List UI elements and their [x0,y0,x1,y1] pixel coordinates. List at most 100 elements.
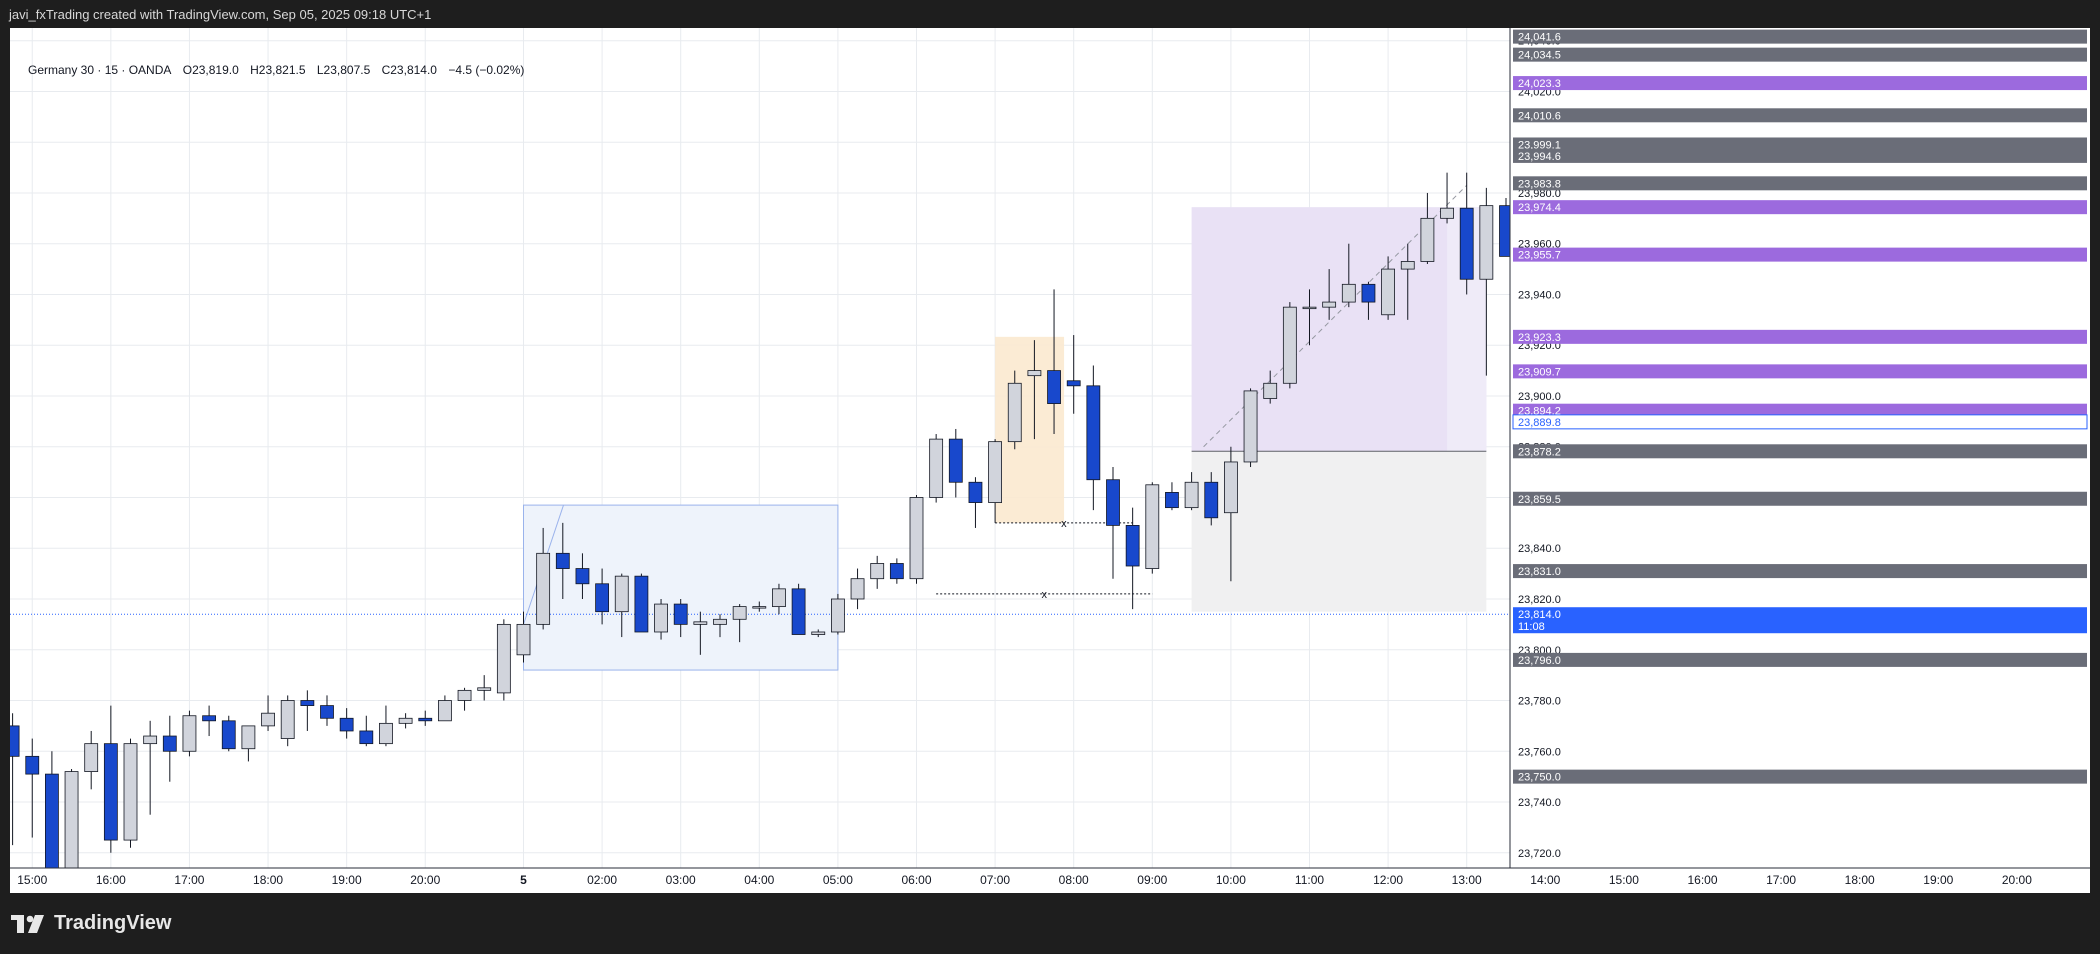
candle-body-up [831,598,845,633]
price-tick-label: 23,980.0 [1518,188,1561,200]
candle [1243,388,1258,468]
candle-body-down [300,700,315,706]
price-tag-bg [1513,29,2087,44]
tradingview-logo[interactable]: TradingView [11,912,171,935]
candle [398,713,413,729]
candle [10,713,20,846]
price-tag-bg [1513,769,2087,784]
candle-body-up [614,575,629,613]
candle [1184,472,1199,511]
candle-body-down [634,575,649,633]
time-tick-label: 20:00 [2002,873,2032,887]
symbol-legend: Germany 30 · 15 · OANDA O23,819.0 H23,82… [28,63,532,77]
consolidation-box [523,504,839,671]
price-tag-label: 23,994.6 [1518,151,1561,163]
candle [221,715,236,752]
target-zone-box [1191,207,1487,452]
price-tag: 23,859.5 [1513,491,2087,506]
candle-body-up [496,623,511,694]
candle-body-up [772,588,786,608]
candle [929,434,944,503]
candle [988,439,1002,523]
candle [1479,187,1494,376]
price-tag-bg [1513,108,2087,123]
time-tick-label: 08:00 [1059,873,1089,887]
candle-body-up [850,578,865,600]
price-tick-label: 23,780.0 [1518,696,1561,708]
candle [1066,335,1081,414]
candle-body-down [791,588,806,635]
candle-body-up [909,497,924,580]
price-tag-label: 24,023.3 [1518,78,1561,90]
price-tag-bg [1513,652,2087,667]
candle [968,477,983,528]
candle [339,708,354,739]
candle-body-up [1243,390,1258,463]
price-tick-label: 23,740.0 [1518,797,1561,809]
price-tag-bg [1513,247,2087,262]
candle-body-up [988,441,1002,503]
candle [654,598,668,640]
tradingview-logo-icon [11,914,44,933]
drawings-layer: xx [523,184,1684,671]
candle-body-down [1361,283,1376,303]
candle-body-down [202,715,217,722]
candle-body-up [1420,217,1435,262]
candle-body-down [1459,207,1474,280]
candle-body-up [84,743,99,772]
legend-close: C23,814.0 [381,63,437,77]
time-tick-label: 18:00 [1845,873,1875,887]
candle-body-down [1106,479,1120,526]
candle [1459,172,1474,295]
candle-body-up [143,735,158,745]
candle-body-down [320,705,334,719]
candle [359,715,374,747]
time-axis-bg [10,868,2090,893]
candle-body-up [516,623,531,656]
time-tick-label: 02:00 [587,873,617,887]
time-tick-label: 15:00 [17,873,47,887]
candle [516,611,531,663]
price-tick-label: 23,900.0 [1518,391,1561,403]
candle-body-down [1125,525,1140,567]
time-tick-label: 15:00 [1609,873,1639,887]
candle [1165,482,1179,511]
candle [1106,467,1120,579]
price-tag-label: 23,909.7 [1518,366,1561,378]
candle [732,604,747,643]
last-price-value: 23,814.0 [1518,609,1561,621]
attribution-bar: javi_fxTrading created with TradingView.… [0,0,2100,28]
time-tick-label: 18:00 [253,873,283,887]
candle-body-up [752,606,767,609]
candle-body-down [25,755,40,775]
orange-zone-box [995,336,1065,523]
candle-body-down [339,717,354,732]
legend-change: −4.5 (−0.02%) [448,63,525,77]
price-tag-bg [1513,403,2087,418]
candle [595,568,609,625]
candle-body-up [536,552,551,625]
price-tag: 23,909.7 [1513,364,2087,379]
price-tag-bg [1513,137,2087,152]
price-tag: 23,750.0 [1513,769,2087,784]
candlestick-chart[interactable]: xx23,720.023,740.023,760.023,780.023,800… [10,28,2090,893]
candle-body-down [1066,380,1081,387]
price-tag-bg [1513,200,2087,215]
price-tag: 23,983.8 [1513,176,2087,191]
price-axis-bg [1510,28,2090,893]
candle-body-up [398,717,413,724]
time-tick-label: 16:00 [1687,873,1717,887]
price-tag: 23,878.2 [1513,444,2087,459]
candle-body-up [241,725,256,750]
price-tag-label: 24,034.5 [1518,50,1561,62]
liquidity-marker: x [1041,589,1047,601]
candle-body-up [1263,382,1278,399]
candle-body-up [1184,481,1199,509]
candle [889,558,904,584]
price-tag-bg [1512,414,2088,430]
candle-body-up [811,631,826,635]
candle-body-up [1224,461,1238,514]
chart-area[interactable]: x x 23,720.0 23,740.0 23,760.0 23,780.0 23,800… [10,28,2090,893]
candle [1341,243,1356,308]
candle [457,687,472,711]
